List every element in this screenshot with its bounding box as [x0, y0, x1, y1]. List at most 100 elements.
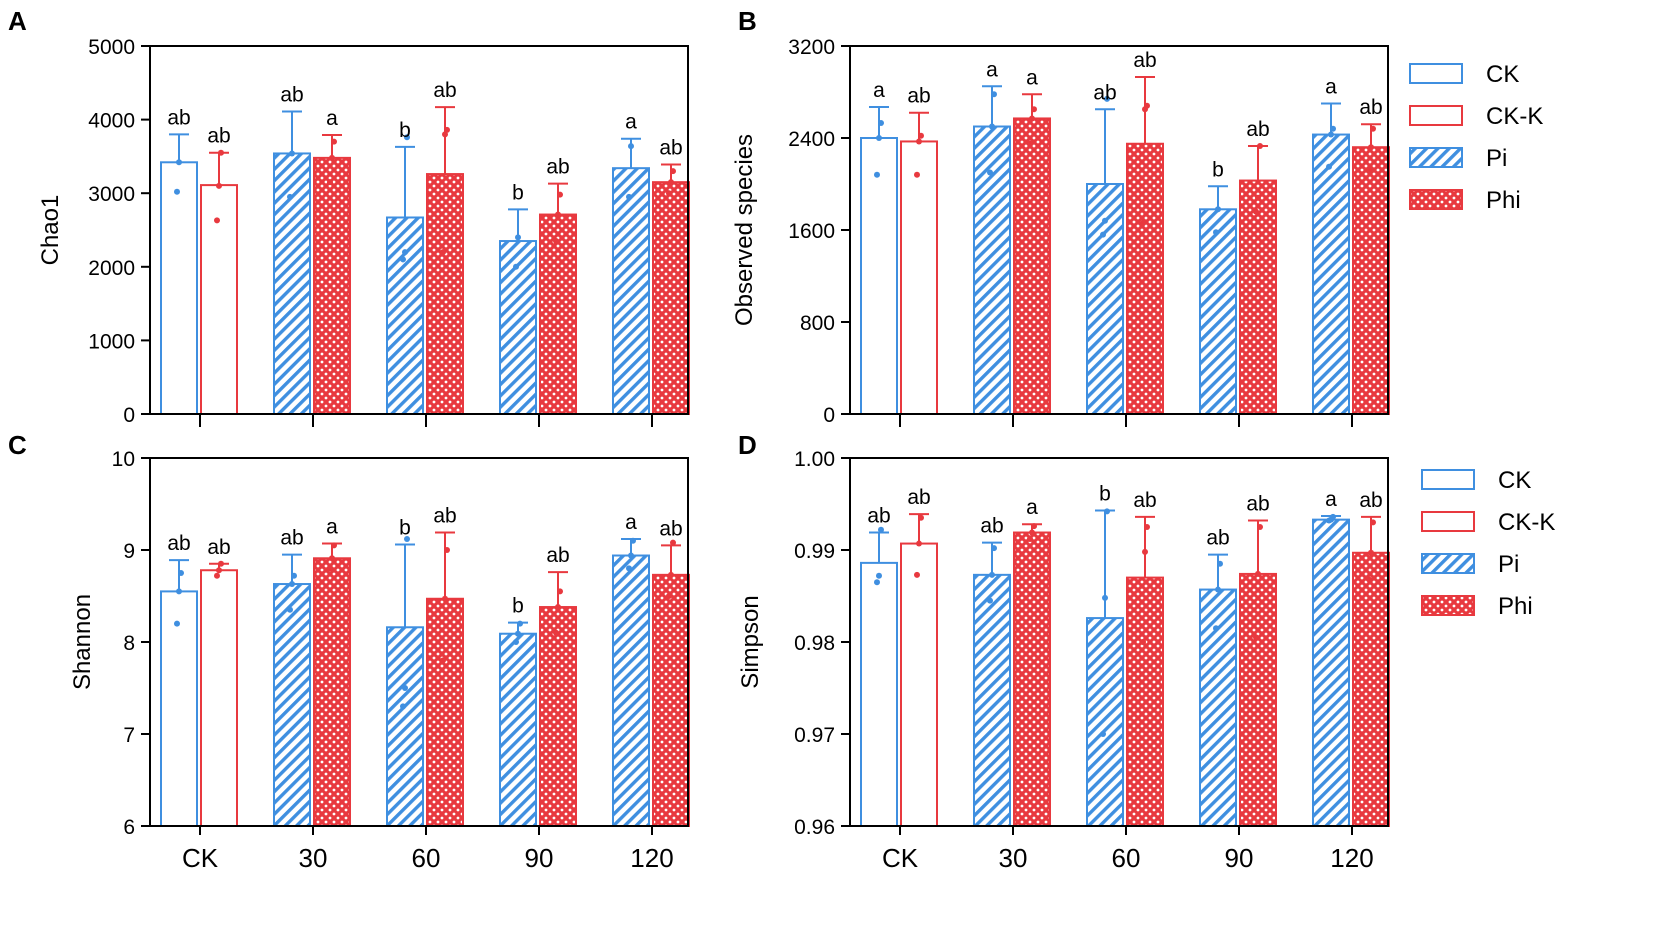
bar-B-CK-Treatment	[900, 140, 938, 415]
data-point	[291, 572, 297, 579]
data-point	[1027, 535, 1033, 542]
x-tick-label: CK	[182, 843, 219, 873]
data-point	[513, 263, 519, 270]
data-point	[874, 171, 880, 178]
data-point	[327, 565, 333, 572]
data-point	[1215, 206, 1221, 213]
data-point	[176, 588, 182, 595]
significance-letter: a	[1325, 76, 1337, 99]
significance-letter: a	[986, 58, 998, 81]
data-point	[878, 120, 884, 127]
significance-letter: ab	[280, 527, 303, 550]
data-point	[402, 249, 408, 256]
bar-B-90-Control	[1199, 208, 1237, 415]
significance-letter: a	[625, 511, 637, 534]
bar-B-30-Treatment	[1013, 117, 1051, 415]
y-tick-label: 2000	[88, 257, 135, 280]
significance-letter: ab	[1246, 118, 1269, 141]
data-point	[400, 703, 406, 710]
data-point	[1215, 586, 1221, 593]
data-point	[1104, 95, 1110, 102]
data-point	[1366, 576, 1372, 583]
y-tick-label: 4000	[88, 110, 135, 133]
data-point	[553, 238, 559, 245]
data-point	[1102, 594, 1108, 601]
legend-label-pi: Pi	[1498, 551, 1519, 578]
data-point	[989, 571, 995, 578]
bar-A-90-Treatment	[539, 213, 577, 415]
significance-letter: ab	[659, 517, 682, 540]
panel-D: DSimpson0.960.970.980.991.00ababCKaba30b…	[737, 430, 1390, 873]
y-tick-label: 0.96	[794, 816, 835, 839]
significance-letter: ab	[1246, 493, 1269, 516]
data-point	[1144, 102, 1150, 109]
bar-D-120-Treatment	[1352, 551, 1390, 827]
y-tick-label: 0.99	[794, 540, 835, 563]
significance-letter: b	[512, 181, 524, 204]
significance-letter: ab	[1133, 49, 1156, 72]
x-tick-label: 120	[630, 843, 673, 873]
bar-B-30-Control	[973, 125, 1011, 415]
data-point	[914, 171, 920, 178]
y-tick-label: 0.97	[794, 724, 835, 747]
data-point	[878, 526, 884, 533]
data-point	[178, 570, 184, 576]
data-point	[987, 169, 993, 176]
data-point	[1102, 217, 1108, 224]
data-point	[555, 604, 561, 611]
data-point	[1370, 125, 1376, 132]
data-point	[666, 593, 672, 599]
x-tick-label: 60	[1112, 843, 1141, 873]
data-point	[989, 123, 995, 130]
bar-B-CK-Control	[860, 137, 898, 415]
data-point	[1104, 508, 1110, 515]
data-point	[670, 168, 676, 175]
data-point	[1029, 529, 1035, 536]
significance-letter: b	[1212, 158, 1224, 181]
bar-A-30-Treatment	[313, 156, 351, 415]
data-point	[626, 193, 632, 200]
significance-letter: a	[326, 107, 338, 130]
bar-D-30-Control	[973, 573, 1011, 828]
significance-letter: ab	[1359, 489, 1382, 512]
significance-letter: ab	[546, 156, 569, 179]
significance-letter: ab	[207, 125, 230, 148]
significance-letter: a	[625, 111, 637, 134]
significance-letter: ab	[980, 515, 1003, 538]
data-point	[1330, 513, 1336, 520]
legend-label-ck: CK	[1486, 61, 1519, 88]
data-point	[1140, 639, 1146, 645]
data-point	[404, 535, 410, 542]
bar-D-90-Control	[1199, 588, 1237, 827]
data-point	[1253, 208, 1259, 215]
significance-letter: b	[1099, 482, 1111, 505]
panel-label: C	[8, 430, 27, 460]
bar-D-CK-Treatment	[900, 542, 938, 827]
significance-letter: ab	[1133, 489, 1156, 512]
panel-A: AChao1010002000300040005000abababababbab…	[8, 6, 690, 427]
data-point	[991, 545, 997, 552]
y-tick-label: 3200	[788, 36, 835, 59]
significance-letter: b	[399, 516, 411, 539]
significance-letter: ab	[907, 486, 930, 509]
data-point	[668, 571, 674, 578]
data-point	[1368, 549, 1374, 556]
data-point	[1328, 131, 1334, 138]
data-point	[287, 606, 293, 613]
significance-letter: ab	[1359, 96, 1382, 119]
bar-C-CK-Treatment	[200, 569, 238, 827]
significance-letter: ab	[167, 106, 190, 129]
data-point	[1100, 731, 1106, 737]
legend-swatch-pi	[1409, 147, 1463, 168]
data-point	[214, 217, 220, 224]
data-point	[626, 565, 632, 572]
y-tick-label: 9	[123, 540, 135, 563]
data-point	[216, 182, 222, 189]
legend-label-ck: CK	[1498, 467, 1531, 494]
bar-A-120-Control	[612, 167, 650, 415]
bar-C-CK-Control	[160, 590, 198, 828]
legend-swatch-pi	[1421, 553, 1475, 574]
y-tick-label: 7	[123, 724, 135, 747]
